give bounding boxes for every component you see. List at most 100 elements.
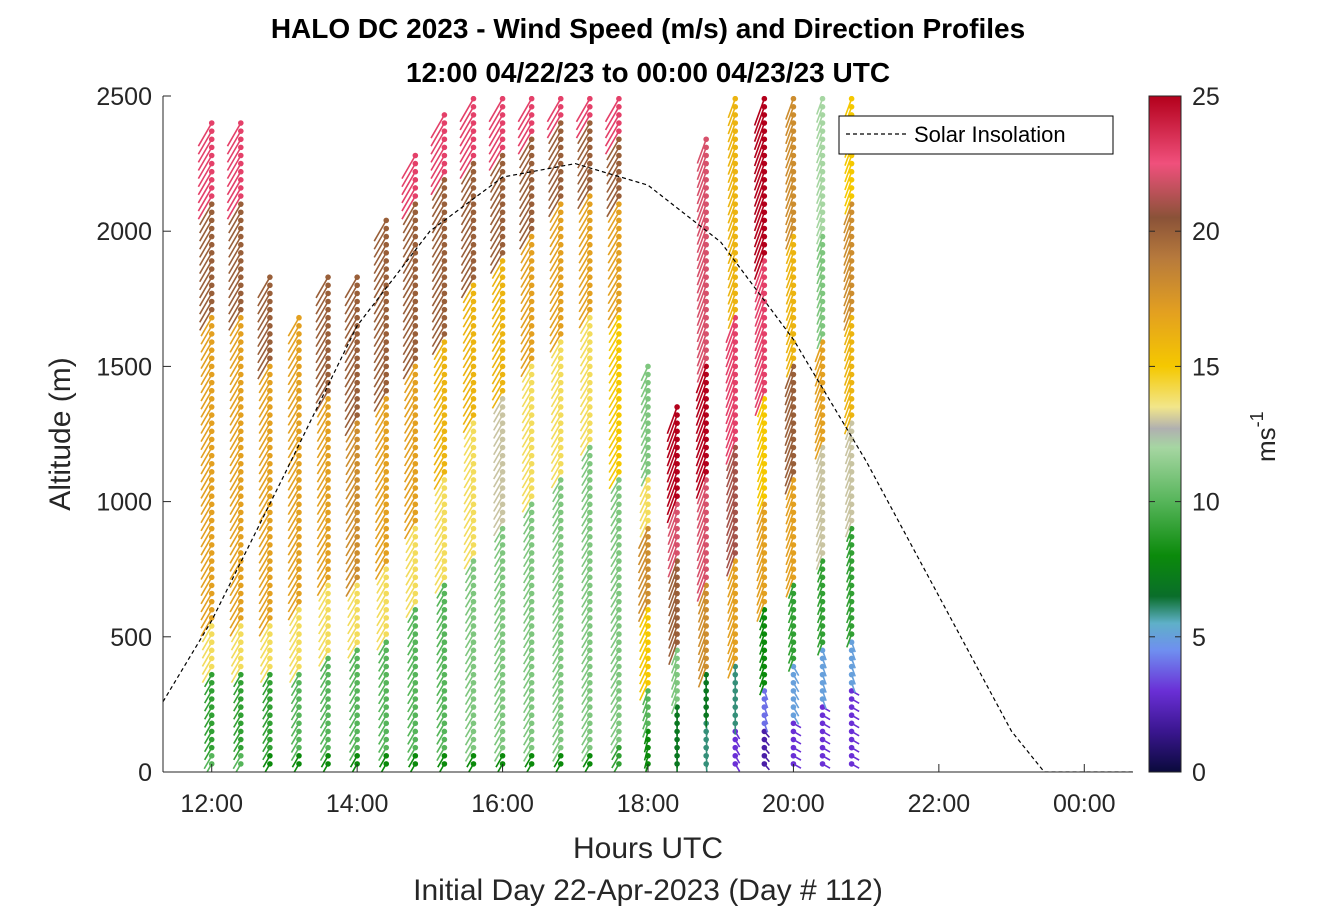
wind-barb-dot-2-171 [267, 671, 273, 678]
wind-barb-dot-7-473 [412, 712, 419, 719]
wind-barb-dot-9-638 [470, 647, 477, 654]
wind-barb-dot-14-1045 [616, 712, 622, 719]
wind-barb-dot-0-6 [208, 712, 215, 719]
wind-barb-14-1117 [604, 130, 620, 155]
wind-barbs-layer [197, 96, 860, 772]
wind-barb-dot-18-1358 [732, 250, 739, 256]
wind-barb-dot-17-1291 [703, 160, 709, 167]
wind-barb-18-1329 [725, 487, 737, 512]
wind-barb-dot-12-886 [557, 655, 564, 662]
wind-barb-21-1584 [814, 439, 824, 460]
wind-barb-dot-16-1191 [674, 606, 680, 613]
wind-barb-dot-11-865 [528, 152, 535, 159]
wind-barb-20-1506 [784, 398, 795, 422]
wind-barb-dot-11-864 [528, 160, 535, 167]
wind-barb-dot-14-1041 [616, 744, 622, 751]
wind-barb-0-48 [200, 374, 213, 394]
wind-barb-dot-2-217 [267, 298, 273, 305]
wind-barb-12-947 [548, 163, 562, 185]
wind-barb-7-502 [403, 479, 417, 499]
wind-barb-0-61 [199, 268, 213, 291]
wind-barb-dot-10-753 [499, 387, 506, 394]
wind-barb-dot-7-467 [412, 761, 419, 767]
wind-barb-dot-13-966 [587, 679, 593, 686]
wind-barb-1-132 [229, 341, 242, 361]
wind-barb-dot-14-1085 [616, 387, 622, 394]
wind-barb-dot-9-652 [470, 533, 477, 540]
wind-barb-dot-9-630 [470, 712, 477, 719]
wind-barb-dot-0-28 [208, 533, 215, 540]
wind-barb-9-653 [463, 528, 475, 546]
wind-barb-4-306 [316, 528, 329, 548]
wind-barb-dot-18-1319 [732, 566, 739, 572]
wind-barb-14-1095 [607, 309, 620, 329]
wind-barb-dot-22-1627 [848, 761, 855, 767]
wind-barb-dot-22-1692 [848, 233, 855, 240]
wind-barb-dot-20-1479 [790, 615, 797, 621]
wind-barb-15-1134 [639, 666, 649, 685]
wind-barb-dot-10-742 [499, 477, 506, 483]
wind-barb-dot-10-710 [499, 736, 506, 743]
wind-barb-20-1527 [785, 228, 795, 250]
wind-barb-12-924 [550, 349, 562, 367]
wind-barb-4-314 [316, 463, 329, 483]
wind-barb-14-1088 [608, 365, 620, 384]
wind-barb-dot-19-1412 [761, 485, 768, 491]
wind-barb-17-1250 [696, 495, 707, 521]
wind-barb-dot-15-1141 [645, 606, 651, 613]
wind-barb-dot-4-319 [325, 420, 331, 426]
wind-barb-dot-21-1546 [819, 744, 826, 751]
wind-barb-dot-15-1146 [645, 566, 651, 572]
wind-barb-dot-9-682 [470, 290, 477, 297]
wind-barb-dot-20-1505 [790, 404, 797, 410]
wind-barb-dot-12-941 [557, 209, 564, 216]
wind-barb-18-1349 [725, 325, 737, 352]
wind-barb-5-366 [345, 536, 358, 557]
wind-barb-dot-3-269 [296, 371, 302, 378]
y-tick-label-0: 0 [138, 759, 152, 787]
wind-barb-7-542 [401, 155, 417, 180]
wind-barb-dot-21-1611 [819, 217, 826, 224]
wind-barb-5-369 [345, 512, 358, 533]
wind-barb-dot-0-35 [208, 477, 215, 483]
wind-barb-11-837 [521, 382, 533, 400]
wind-barb-dot-13-1028 [587, 177, 593, 183]
wind-barb-dot-18-1331 [732, 469, 739, 475]
wind-barb-dot-21-1545 [819, 752, 826, 759]
wind-barb-dot-14-1083 [616, 404, 622, 410]
wind-barb-dot-22-1649 [848, 582, 855, 589]
wind-barb-3-238 [288, 625, 300, 643]
wind-barb-0-57 [199, 301, 213, 323]
wind-barb-dot-19-1450 [761, 177, 768, 183]
wind-barb-11-855 [520, 236, 533, 256]
wind-barb-12-919 [550, 390, 562, 408]
wind-barb-dot-8-563 [441, 598, 448, 605]
wind-barb-dot-22-1674 [848, 379, 855, 386]
wind-barb-dot-9-627 [470, 736, 477, 743]
wind-barb-7-528 [402, 268, 417, 291]
wind-barb-17-1237 [697, 601, 707, 623]
wind-barb-17-1241 [696, 568, 707, 594]
wind-barb-6-452 [373, 333, 387, 356]
wind-barb-7-538 [401, 187, 417, 212]
wind-barb-20-1488 [785, 544, 795, 566]
wind-barb-6-417 [376, 617, 387, 635]
wind-barb-dot-0-39 [208, 444, 215, 451]
wind-barb-dot-1-150 [238, 193, 244, 199]
wind-barb-dot-14-1119 [616, 112, 622, 118]
wind-barb-dot-20-1541 [790, 112, 797, 118]
wind-barb-dot-21-1612 [819, 209, 826, 216]
wind-barb-0-54 [200, 325, 213, 345]
wind-barb-14-1079 [608, 439, 620, 457]
wind-barb-dot-20-1531 [790, 193, 797, 199]
wind-barb-dot-15-1159 [645, 460, 651, 467]
wind-barb-18-1346 [725, 349, 737, 376]
wind-barb-dot-12-922 [557, 363, 564, 370]
wind-barb-dot-12-898 [557, 558, 564, 564]
wind-barb-dot-13-1002 [587, 387, 593, 394]
wind-barb-dot-11-831 [528, 428, 535, 435]
wind-barb-10-774 [489, 219, 504, 242]
wind-barb-20-1540 [785, 122, 795, 145]
wind-barb-dot-6-403 [383, 728, 390, 735]
wind-barb-0-77 [197, 138, 213, 163]
